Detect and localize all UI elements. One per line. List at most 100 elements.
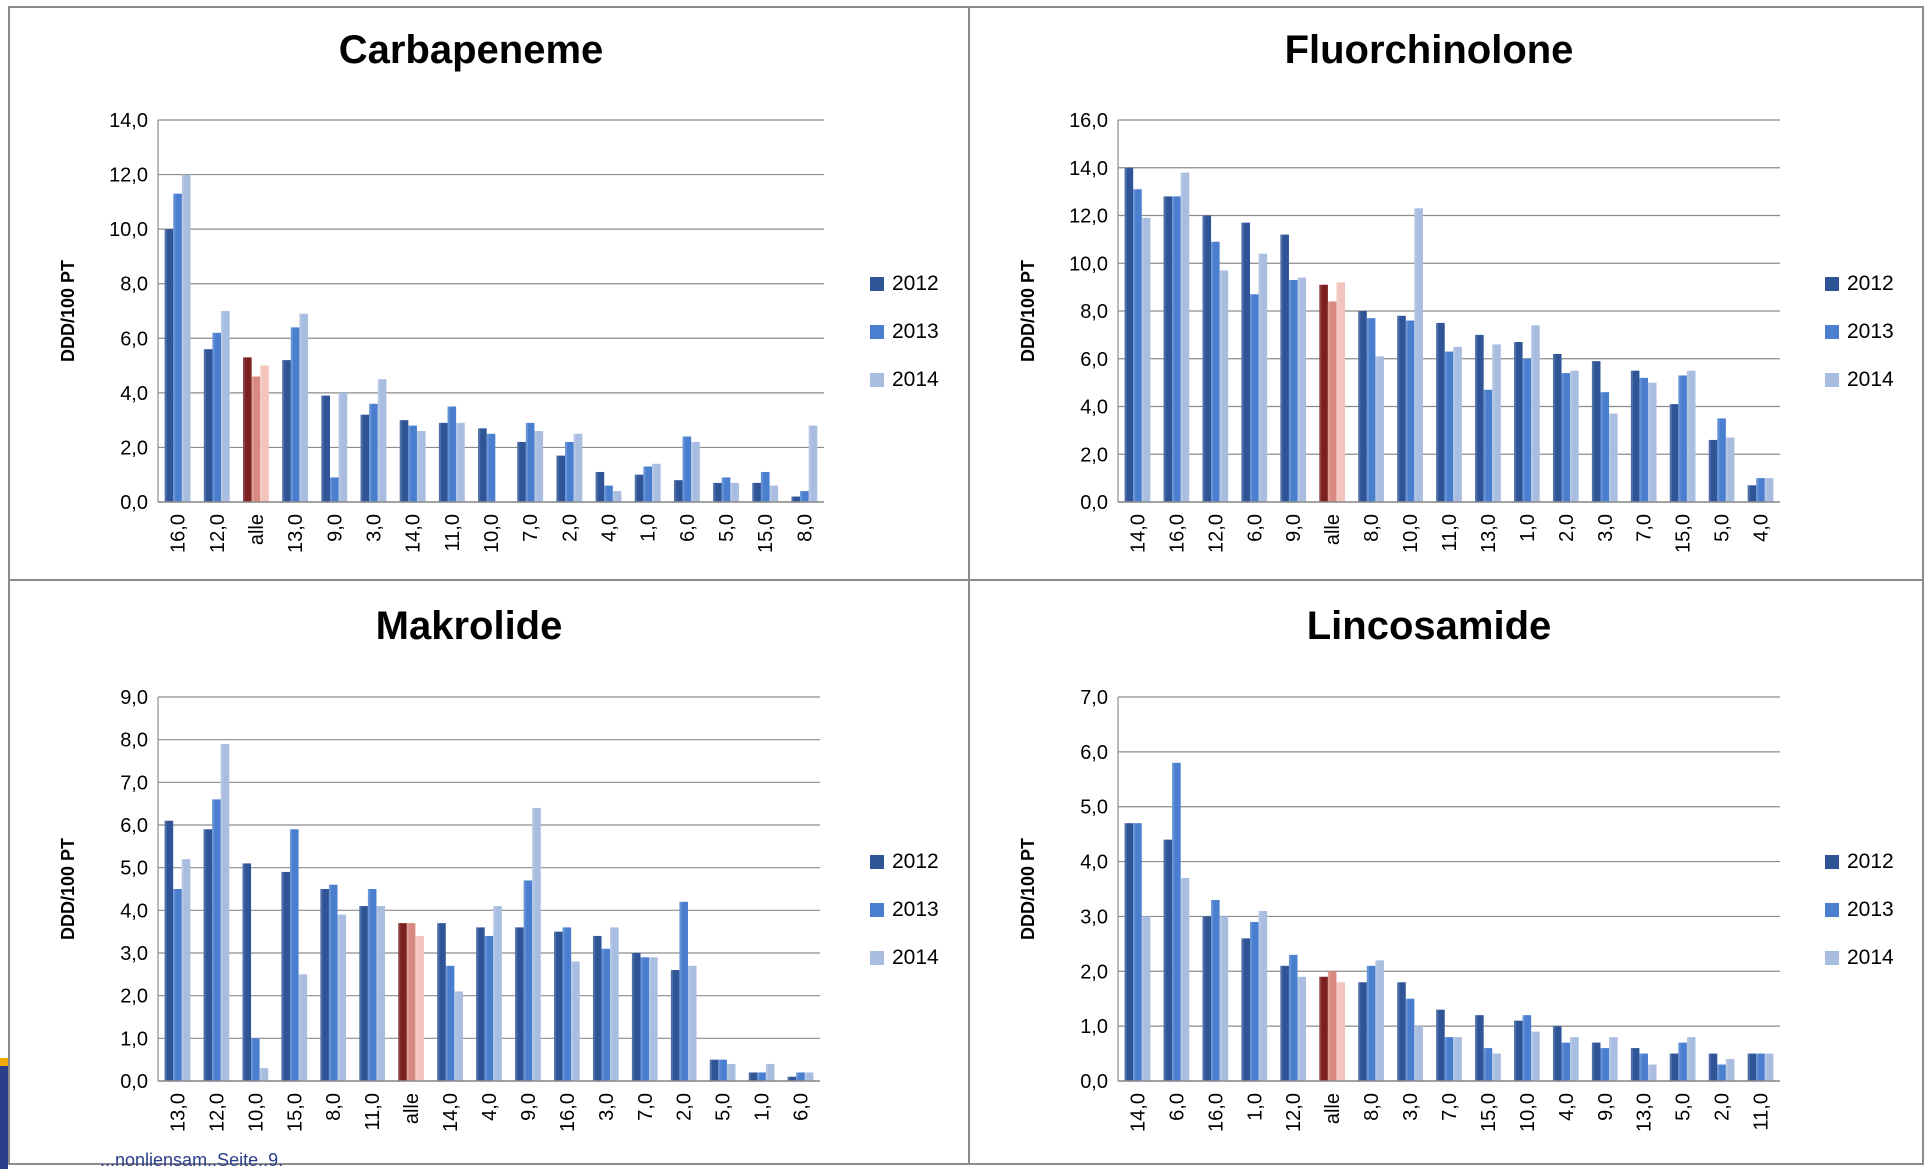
x-tick-label: 3,0 (363, 514, 385, 542)
bar-2012-cat (1514, 1020, 1523, 1081)
bar-highlight (1764, 478, 1767, 502)
bar-highlight (1133, 189, 1136, 503)
bar-highlight (1552, 1026, 1556, 1081)
y-tick-label: 3,0 (120, 943, 148, 965)
bar-2012-cat (787, 1076, 797, 1081)
x-tick-label: 8,0 (794, 514, 816, 542)
bar-2012-cat (164, 820, 174, 1081)
x-tick-label: alle (401, 1093, 423, 1124)
bar-highlight (321, 395, 324, 502)
legend-swatch-2012 (870, 855, 884, 869)
bar-highlight (634, 474, 637, 502)
bar-2013-cat (1133, 189, 1142, 503)
bar-2013-cat (1678, 1042, 1687, 1081)
bar-highlight (1686, 1037, 1690, 1081)
bar-highlight (164, 820, 167, 1081)
bar-highlight (757, 1072, 760, 1081)
x-tick-label: 4,0 (1556, 1093, 1578, 1121)
bar-2013-cat (328, 884, 338, 1081)
bar-highlight (1297, 277, 1300, 502)
bar-highlight (804, 1072, 807, 1081)
bar-highlight (1514, 1020, 1517, 1081)
bar-highlight (1436, 1009, 1439, 1081)
bar-highlight (1717, 1064, 1720, 1081)
bar-highlight (1570, 370, 1573, 502)
legend-label-2012: 2012 (1847, 272, 1894, 295)
x-tick-label: 9,0 (518, 1093, 540, 1121)
bar-highlight (1591, 361, 1595, 502)
bar-highlight (1522, 1015, 1525, 1081)
x-tick-label: 7,0 (1634, 514, 1656, 542)
bar-highlight (251, 376, 254, 502)
bar-highlight (631, 953, 635, 1081)
bar-2013-cat (173, 889, 182, 1081)
bar-2013-cat (1444, 1037, 1454, 1081)
bar-highlight (640, 957, 643, 1081)
y-tick-label: 4,0 (1080, 852, 1108, 874)
bar-2012-cat (1475, 334, 1484, 502)
x-tick-label: 2,0 (674, 1093, 696, 1121)
x-tick-label: 3,0 (1400, 1093, 1422, 1121)
bar-highlight (367, 889, 371, 1081)
bar-highlight (1717, 418, 1720, 502)
bar-highlight (1630, 370, 1633, 502)
bar-highlight (1319, 976, 1322, 1081)
bar-highlight (1475, 334, 1478, 502)
bar-highlight (251, 1038, 254, 1081)
bar-highlight (1258, 910, 1261, 1081)
bar-highlight (1163, 196, 1166, 502)
bar-highlight (1686, 370, 1690, 502)
bar-highlight (1202, 916, 1205, 1081)
bar-2014-cat (1647, 1064, 1657, 1081)
bar-2013-cat (486, 433, 496, 502)
bar-highlight (1756, 1053, 1759, 1081)
bar-2012-cat (282, 360, 291, 502)
bar-2012-cat (1241, 938, 1251, 1081)
x-tick-label: 12,0 (206, 1093, 228, 1132)
bar-highlight (181, 174, 185, 503)
bar-2013-cat (1172, 196, 1181, 502)
bar-highlight (571, 961, 574, 1081)
footer-accent (0, 1058, 8, 1068)
bar-highlight (1531, 325, 1534, 502)
bar-2012-cat (438, 422, 448, 502)
bar-2014-cat (338, 392, 348, 502)
y-tick-label: 10,0 (109, 219, 148, 241)
bar-highlight (1336, 282, 1339, 502)
bar-2014-cat (769, 485, 779, 502)
y-tick-label: 14,0 (109, 110, 148, 132)
bar-2013-cat (1561, 1042, 1571, 1081)
x-tick-label: 11,0 (362, 1093, 384, 1130)
x-tick-label: 14,0 (1127, 514, 1149, 553)
x-tick-label: 4,0 (599, 514, 621, 542)
legend-swatch-2012 (1825, 277, 1839, 291)
bar-highlight (456, 422, 459, 502)
x-tick-label: 10,0 (1517, 1093, 1539, 1132)
legend-label-2012: 2012 (892, 272, 939, 295)
bar-2014-cat (181, 174, 191, 503)
bar-highlight (573, 433, 576, 502)
bar-2013-cat (679, 901, 688, 1081)
x-tick-label: 11,0 (1439, 514, 1461, 551)
legend-swatch-2014 (1825, 951, 1839, 965)
bar-2013-cat (212, 332, 222, 502)
x-tick-label: 13,0 (285, 514, 307, 553)
bar-highlight (1414, 1026, 1417, 1081)
bar-highlight (1708, 1053, 1711, 1081)
bar-highlight (493, 906, 496, 1081)
bar-highlight (1600, 392, 1603, 502)
bar-2014-cat (804, 1072, 814, 1081)
bar-highlight (1669, 1053, 1672, 1081)
bar-highlight (791, 496, 794, 502)
bar-2013-cat (800, 491, 809, 502)
bar-2014-cat (1609, 413, 1618, 502)
bar-2013-cat (445, 965, 455, 1081)
x-tick-label: 10,0 (245, 1093, 267, 1132)
bar-highlight (1756, 478, 1759, 502)
x-tick-label: 8,0 (1361, 514, 1383, 542)
legend-swatch-2014 (1825, 373, 1839, 387)
bar-2013-cat (721, 477, 731, 502)
x-tick-label: 7,0 (1439, 1093, 1461, 1121)
x-tick-label: 14,0 (403, 514, 425, 553)
bar-highlight (1288, 279, 1292, 502)
